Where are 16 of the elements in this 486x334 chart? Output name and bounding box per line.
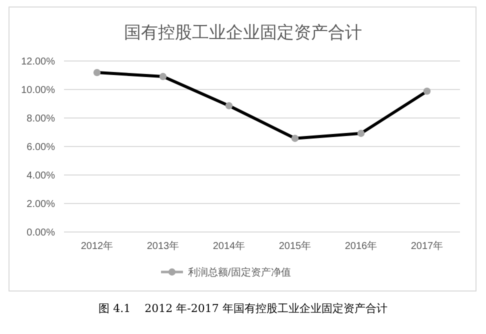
- x-tick-label: 2014年: [212, 240, 246, 252]
- y-tick-label: 10.00%: [21, 85, 56, 96]
- legend-label: 利润总额/固定资产净值: [188, 266, 291, 278]
- y-tick-label: 12.00%: [21, 56, 56, 68]
- x-tick-label: 2015年: [278, 240, 312, 252]
- x-tick-label: 2016年: [344, 240, 378, 252]
- y-tick-label: 0.00%: [26, 228, 56, 238]
- x-tick-label: 2013年: [146, 240, 180, 252]
- caption: 图 4.1 2012 年-2017 年国有控股工业企业固定资产合计: [98, 302, 388, 315]
- y-tick-label: 2.00%: [26, 199, 56, 210]
- y-tick-label: 4.00%: [26, 170, 56, 182]
- y-tick-label: 8.00%: [26, 114, 56, 124]
- y-tick-label: 6.00%: [26, 142, 56, 153]
- chart-title: 国有控股工业企业固定资产合计: [124, 23, 362, 43]
- x-tick-label: 2017年: [410, 240, 444, 252]
- x-tick-label: 2012年: [80, 240, 114, 252]
